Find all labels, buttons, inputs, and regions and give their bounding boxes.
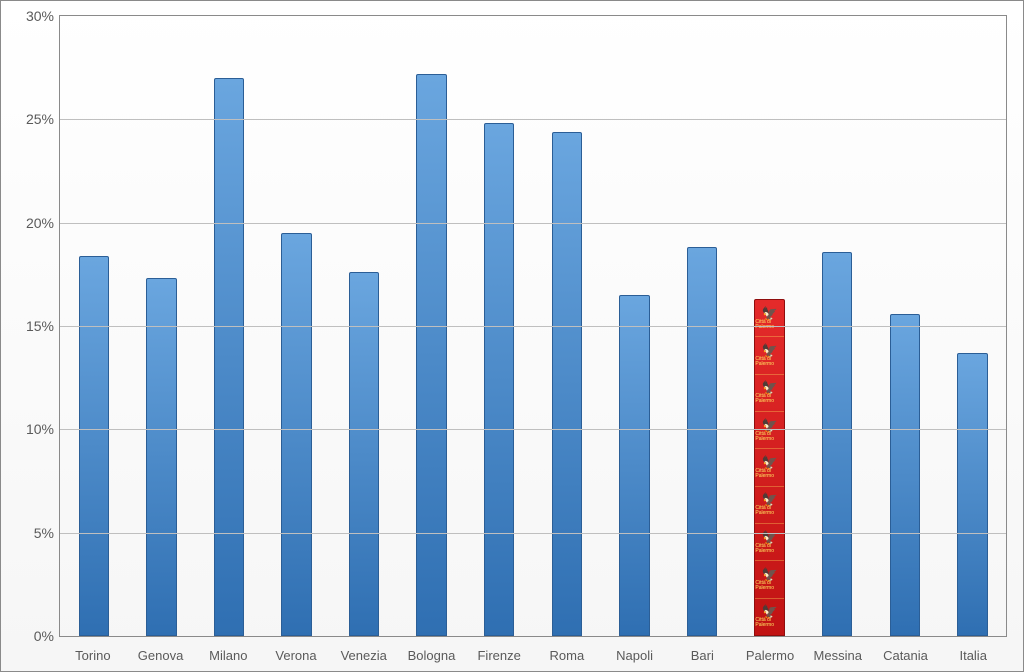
gridline xyxy=(60,429,1006,430)
x-tick-label: Bologna xyxy=(398,648,466,663)
bar xyxy=(484,123,514,636)
x-tick-label: Napoli xyxy=(601,648,669,663)
gridline xyxy=(60,326,1006,327)
palermo-crest-icon: 🦅Città di Palermo xyxy=(755,300,783,336)
palermo-crest-label: Città di Palermo xyxy=(755,469,783,479)
bar-chart: 🦅Città di Palermo🦅Città di Palermo🦅Città… xyxy=(0,0,1024,672)
y-tick-label: 20% xyxy=(26,215,54,231)
palermo-crest-label: Città di Palermo xyxy=(755,357,783,367)
palermo-crest-label: Città di Palermo xyxy=(755,618,783,628)
palermo-crest-icon: 🦅Città di Palermo xyxy=(755,374,783,411)
plot-area: 🦅Città di Palermo🦅Città di Palermo🦅Città… xyxy=(59,15,1007,637)
y-tick-label: 15% xyxy=(26,318,54,334)
x-tick-label: Milano xyxy=(194,648,262,663)
x-tick-label: Venezia xyxy=(330,648,398,663)
palermo-crest-icon: 🦅Città di Palermo xyxy=(755,598,783,635)
x-tick-label: Palermo xyxy=(736,648,804,663)
gridline xyxy=(60,223,1006,224)
bar-highlight: 🦅Città di Palermo🦅Città di Palermo🦅Città… xyxy=(754,299,784,636)
bar xyxy=(416,74,446,636)
bar xyxy=(79,256,109,636)
palermo-crest-label: Città di Palermo xyxy=(755,506,783,516)
palermo-crest-label: Città di Palermo xyxy=(755,544,783,554)
bar xyxy=(687,247,717,636)
x-tick-label: Italia xyxy=(939,648,1007,663)
x-axis-labels: TorinoGenovaMilanoVeronaVeneziaBolognaFi… xyxy=(59,648,1007,663)
palermo-crest-pattern: 🦅Città di Palermo🦅Città di Palermo🦅Città… xyxy=(755,300,783,635)
bar xyxy=(890,314,920,636)
palermo-crest-label: Città di Palermo xyxy=(755,320,783,330)
palermo-crest-icon: 🦅Città di Palermo xyxy=(755,486,783,523)
x-tick-label: Torino xyxy=(59,648,127,663)
y-tick-label: 5% xyxy=(34,525,54,541)
x-tick-label: Roma xyxy=(533,648,601,663)
bar xyxy=(822,252,852,636)
x-tick-label: Verona xyxy=(262,648,330,663)
x-tick-label: Catania xyxy=(872,648,940,663)
y-tick-label: 0% xyxy=(34,628,54,644)
y-tick-label: 30% xyxy=(26,8,54,24)
bar xyxy=(552,132,582,636)
x-tick-label: Genova xyxy=(127,648,195,663)
gridline xyxy=(60,533,1006,534)
x-tick-label: Bari xyxy=(668,648,736,663)
palermo-crest-label: Città di Palermo xyxy=(755,394,783,404)
bar xyxy=(146,278,176,636)
bar xyxy=(957,353,987,636)
x-tick-label: Messina xyxy=(804,648,872,663)
x-tick-label: Firenze xyxy=(465,648,533,663)
palermo-crest-icon: 🦅Città di Palermo xyxy=(755,448,783,485)
palermo-crest-icon: 🦅Città di Palermo xyxy=(755,523,783,560)
palermo-crest-label: Città di Palermo xyxy=(755,581,783,591)
bar xyxy=(214,78,244,636)
palermo-crest-icon: 🦅Città di Palermo xyxy=(755,336,783,373)
y-tick-label: 25% xyxy=(26,111,54,127)
bar xyxy=(619,295,649,636)
palermo-crest-label: Città di Palermo xyxy=(755,432,783,442)
bar xyxy=(281,233,311,636)
gridline xyxy=(60,119,1006,120)
y-tick-label: 10% xyxy=(26,421,54,437)
palermo-crest-icon: 🦅Città di Palermo xyxy=(755,560,783,597)
